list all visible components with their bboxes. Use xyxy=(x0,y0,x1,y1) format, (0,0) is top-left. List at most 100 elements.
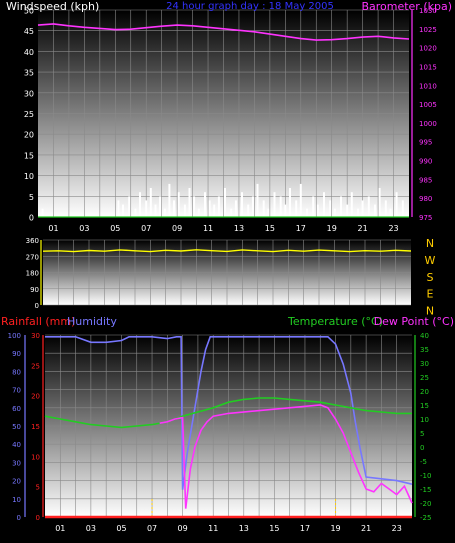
rainfall-axis-label: Rainfall (mm) xyxy=(1,315,75,328)
dewpoint-axis-label: Dew Point (°C) xyxy=(374,315,454,328)
rain-humidity-temp-panel: 0102030405060708090100051015202530-25-20… xyxy=(1,315,454,533)
humidity-tick-label: 60 xyxy=(12,405,21,413)
humidity-tick-label: 0 xyxy=(17,514,21,522)
temperature-tick-label: 35 xyxy=(420,346,429,354)
humidity-tick-label: 80 xyxy=(12,368,21,376)
temperature-tick-label: -15 xyxy=(420,486,431,494)
windspeed-bar xyxy=(208,200,211,217)
windspeed-bar xyxy=(256,183,259,217)
windspeed-bar xyxy=(193,196,196,217)
temperature-tick-label: 10 xyxy=(420,416,429,424)
windspeed-bar xyxy=(117,200,120,217)
barometer-tick-label: 1010 xyxy=(419,82,437,90)
windspeed-bar xyxy=(173,200,175,217)
wind-pressure-marks xyxy=(37,23,410,217)
windspeed-bar xyxy=(284,204,287,217)
windspeed-bar xyxy=(279,196,282,217)
x-tick-label: 07 xyxy=(141,224,151,233)
windspeed-bar xyxy=(395,192,398,217)
windspeed-bar xyxy=(361,200,364,217)
humidity-tick-label: 70 xyxy=(12,387,21,395)
compass-label: E xyxy=(427,288,434,301)
barometer-tick-label: 1025 xyxy=(419,26,437,34)
windspeed-bar xyxy=(159,196,162,217)
humidity-axis-label: Humidity xyxy=(67,315,117,328)
windspeed-bar xyxy=(149,188,152,217)
barometer-tick-label: 985 xyxy=(419,176,432,184)
x-tick-label: 11 xyxy=(208,524,218,533)
x-tick-label: 03 xyxy=(86,524,96,533)
rain-humidity-temp-grid xyxy=(45,334,412,518)
windspeed-bar xyxy=(378,188,381,217)
windspeed-bar xyxy=(224,188,226,217)
x-tick-label: 07 xyxy=(147,524,157,533)
x-tick-label: 05 xyxy=(110,224,120,233)
barometer-tick-label: 1030 xyxy=(419,7,437,15)
wind-direction-marks xyxy=(42,249,412,253)
windspeed-bar xyxy=(168,183,171,217)
windspeed-bar xyxy=(357,208,359,217)
windspeed-bar xyxy=(374,204,376,217)
x-tick-label: 21 xyxy=(361,524,371,533)
windspeed-tick-label: 50 xyxy=(24,7,34,16)
barometer-tick-label: 1020 xyxy=(419,45,437,53)
windspeed-bar xyxy=(401,200,404,217)
windspeed-bar xyxy=(122,204,124,217)
barometer-tick-label: 980 xyxy=(419,195,432,203)
windspeed-tick-label: 35 xyxy=(24,69,34,78)
windspeed-bar xyxy=(230,208,233,217)
windspeed-bar xyxy=(323,192,325,217)
windspeed-tick-label: 45 xyxy=(24,27,34,36)
x-tick-label: 17 xyxy=(300,524,310,533)
rainfall-tick-label: 20 xyxy=(31,393,40,401)
direction-tick-label: 270 xyxy=(26,253,39,261)
windspeed-bar xyxy=(128,196,131,217)
x-tick-label: 19 xyxy=(330,524,340,533)
barometer-tick-label: 990 xyxy=(419,158,432,166)
windspeed-bar xyxy=(350,192,353,217)
temperature-axis-label: Temperature (°C) xyxy=(287,315,383,328)
windspeed-bar xyxy=(204,192,206,217)
windspeed-bar xyxy=(188,188,191,217)
x-tick-label: 21 xyxy=(358,224,368,233)
humidity-tick-label: 100 xyxy=(8,332,21,340)
windspeed-bar xyxy=(295,200,298,217)
humidity-tick-label: 90 xyxy=(12,350,21,358)
windspeed-tick-label: 40 xyxy=(24,48,34,57)
temperature-tick-label: 0 xyxy=(420,444,424,452)
temperature-tick-label: 15 xyxy=(420,402,429,410)
windspeed-bar xyxy=(346,204,349,217)
temperature-tick-label: -25 xyxy=(420,514,431,522)
x-tick-label: 19 xyxy=(327,224,337,233)
windspeed-bar xyxy=(183,204,186,217)
dew-point-c-line xyxy=(159,404,413,509)
windspeed-bar xyxy=(299,183,302,217)
windspeed-bar xyxy=(329,200,332,217)
windspeed-bar xyxy=(247,204,250,217)
x-tick-label: 05 xyxy=(116,524,126,533)
rain-humidity-temp-marks xyxy=(44,336,413,519)
temperature-tick-label: 5 xyxy=(420,430,424,438)
wind-direction-grid xyxy=(43,239,411,306)
windspeed-bar xyxy=(213,204,216,217)
humidity-tick-label: 20 xyxy=(12,478,21,486)
windspeed-bar xyxy=(306,208,308,217)
windspeed-tick-label: 20 xyxy=(24,131,34,140)
barometer-tick-label: 995 xyxy=(419,139,432,147)
windspeed-tick-label: 0 xyxy=(29,214,34,223)
windspeed-bar xyxy=(289,188,291,217)
rainfall-tick-label: 5 xyxy=(36,484,40,492)
barometer-tick-label: 1000 xyxy=(419,120,437,128)
humidity-tick-label: 30 xyxy=(12,459,21,467)
temperature-tick-label: 25 xyxy=(420,374,429,382)
barometer-line xyxy=(37,23,410,41)
barometer-tick-label: 1005 xyxy=(419,101,437,109)
wind-pressure-ticks: 0510152025303540455097598098599099510001… xyxy=(24,7,437,234)
compass-label: S xyxy=(427,271,434,284)
x-tick-label: 11 xyxy=(203,224,213,233)
temperature-tick-label: -10 xyxy=(420,472,431,480)
windspeed-bar xyxy=(384,200,387,217)
compass-label: N xyxy=(426,305,434,318)
direction-tick-label: 360 xyxy=(26,237,39,245)
